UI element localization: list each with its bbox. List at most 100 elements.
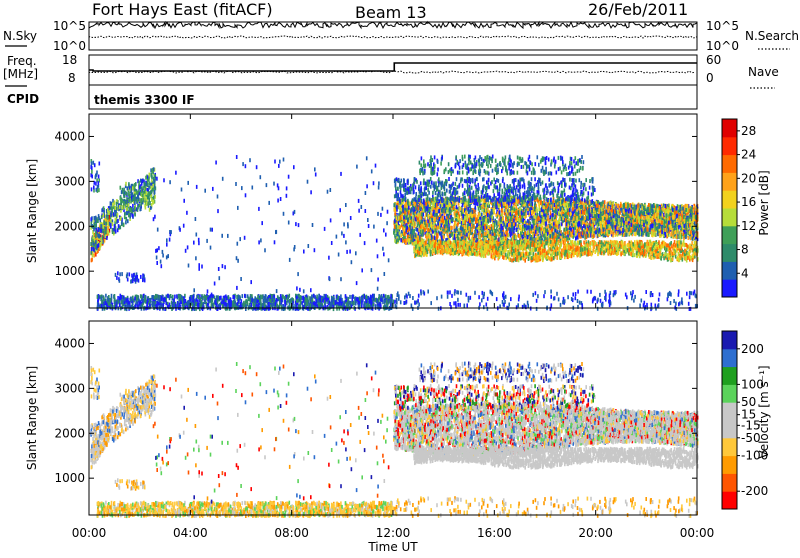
power-cell — [118, 224, 120, 228]
power-cell — [95, 253, 97, 257]
power-cell — [371, 169, 373, 173]
power-cell — [223, 300, 225, 304]
power-cell — [107, 208, 109, 212]
power-cell — [101, 215, 103, 219]
power-cell — [473, 225, 475, 229]
power-cell — [260, 303, 262, 307]
power-cell — [244, 294, 246, 298]
power-cell — [280, 197, 282, 201]
power-cell — [94, 237, 96, 241]
freq-tick-top: 18 — [62, 53, 77, 67]
power-cell — [119, 205, 121, 209]
power-cell — [124, 297, 126, 301]
power-cell — [188, 264, 190, 268]
power-cell — [239, 237, 241, 241]
power-cell — [356, 165, 358, 169]
power-cell — [303, 297, 305, 301]
power-cell — [345, 294, 347, 298]
power-cell — [98, 243, 100, 247]
power-cell — [91, 161, 93, 165]
power-cell — [358, 209, 360, 213]
power-cell — [251, 298, 253, 302]
power-cell — [251, 294, 253, 298]
power-cell — [161, 264, 163, 268]
power-cell — [123, 194, 125, 198]
power-cell — [303, 250, 305, 254]
power-cell — [355, 251, 357, 255]
power-cell — [180, 294, 182, 298]
power-cell — [372, 307, 374, 311]
power-cell — [181, 188, 183, 192]
nsearch-label: N.Search — [745, 29, 799, 43]
power-cell — [288, 175, 290, 179]
power-cell — [268, 201, 270, 205]
power-cell — [101, 300, 103, 304]
power-cell — [157, 228, 159, 232]
power-cell — [120, 225, 122, 229]
power-cell — [331, 241, 333, 245]
power-cell — [123, 223, 125, 227]
power-cell — [312, 223, 314, 227]
power-cell — [254, 296, 256, 300]
power-cell — [147, 299, 149, 303]
power-cell — [187, 181, 189, 185]
power-cell — [320, 305, 322, 309]
power-cell — [133, 273, 135, 277]
power-cell — [194, 299, 196, 303]
power-cell — [273, 182, 275, 186]
power-cell — [126, 192, 128, 196]
superdarn-summary-plot: Fort Hays East (fitACF) Beam 13 26/Feb/2… — [0, 0, 800, 554]
power-cell — [173, 298, 175, 302]
power-cell — [348, 297, 350, 301]
power-cell — [103, 296, 105, 300]
power-cell — [308, 303, 310, 307]
power-cell — [193, 241, 195, 245]
power-cell — [226, 296, 228, 300]
power-cell — [104, 305, 106, 309]
power-cell — [349, 250, 351, 254]
power-cell — [174, 295, 176, 299]
power-cell — [338, 296, 340, 300]
power-cell — [215, 161, 217, 165]
power-cell — [139, 301, 141, 305]
power-cell — [137, 199, 139, 203]
power-cell — [152, 303, 154, 307]
power-cell — [376, 298, 378, 302]
power-cell — [169, 238, 171, 242]
power-cell — [117, 271, 119, 275]
power-cell — [111, 294, 113, 298]
power-cell — [237, 242, 239, 246]
power-cell — [182, 298, 184, 302]
power-cell — [123, 188, 125, 192]
power-cell — [243, 303, 245, 307]
power-cell — [103, 206, 105, 210]
power-cell — [104, 239, 106, 243]
power-cell — [207, 289, 209, 293]
power-cell — [293, 247, 295, 251]
power-cell — [258, 207, 260, 211]
power-cell — [361, 300, 363, 304]
power-cell — [387, 303, 389, 307]
power-cell — [278, 186, 280, 190]
power-cell — [163, 178, 165, 182]
power-cell — [193, 288, 195, 292]
power-cell — [116, 276, 118, 280]
power-cell — [349, 295, 351, 299]
power-cell — [156, 177, 158, 181]
power-cell — [211, 228, 213, 232]
power-cell — [144, 295, 146, 299]
power-cell — [178, 294, 180, 298]
power-cell — [356, 281, 358, 285]
power-cell — [236, 295, 238, 299]
power-cell — [93, 247, 95, 251]
power-cell — [224, 265, 226, 269]
power-cell — [130, 297, 132, 301]
power-cell — [355, 302, 357, 306]
power-cell — [306, 302, 308, 306]
power-cell — [110, 201, 112, 205]
power-cell — [163, 298, 165, 302]
power-cell — [91, 247, 93, 251]
power-cell — [374, 298, 376, 302]
power-cell — [279, 160, 281, 164]
